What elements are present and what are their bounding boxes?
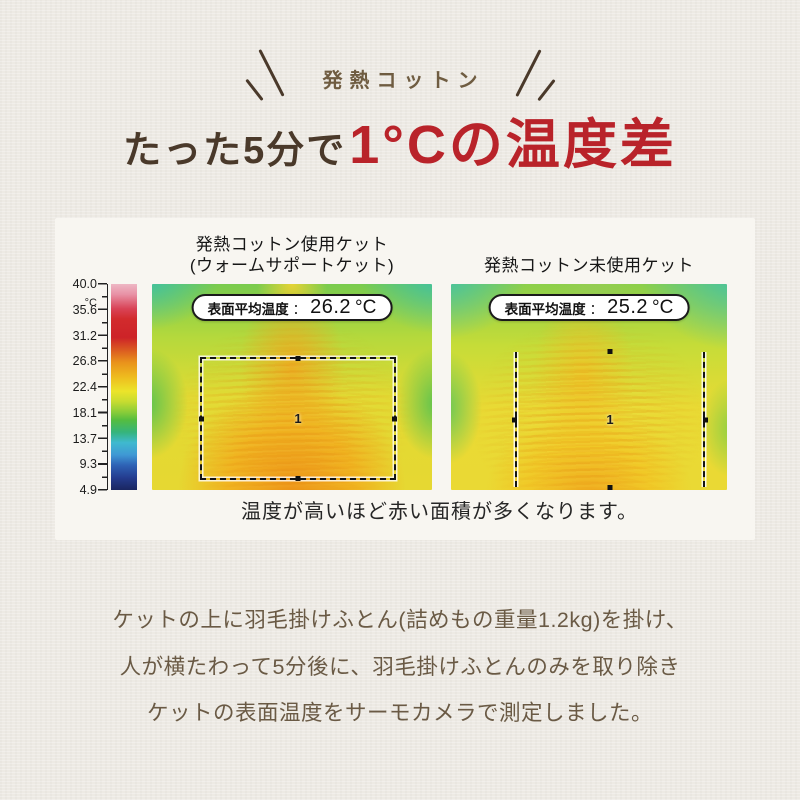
badge-label: 表面平均温度 — [207, 301, 289, 317]
badge-separator: ： — [292, 301, 307, 317]
right-column-title-line1: 発熱コットン未使用ケット — [484, 256, 694, 275]
badge-unit: °C — [652, 296, 674, 318]
badge-value: 25.2 — [607, 296, 649, 318]
roi-handle-dot — [199, 416, 204, 421]
eyebrow-label: 発熱コットン — [322, 70, 485, 92]
thermal-image-with-cotton: 表面平均温度 ： 26.2 °C 1 — [152, 284, 432, 490]
scale-unit-label: °C — [84, 297, 97, 309]
scale-tick-label: 9.3 — [79, 457, 97, 472]
title-normal-part: たった5分で — [123, 130, 347, 172]
right-column-title: 発熱コットン未使用ケット — [451, 230, 727, 276]
roi-handle-dot — [607, 349, 613, 354]
scale-tick-label: 22.4 — [72, 380, 97, 394]
temperature-scale-labels: 40.0 °C 35.6 31.2 26.8 22.4 18.1 13.7 9.… — [59, 277, 97, 497]
roi-handle-dot — [703, 417, 708, 422]
roi-handle-dot — [392, 416, 397, 421]
scale-tick-label: 4.9 — [79, 483, 97, 497]
page-title: たった5分で 1°Cの温度差 — [0, 100, 800, 179]
roi-handle-dot — [295, 356, 301, 361]
roi-number-label: 1 — [294, 410, 302, 426]
scale-tick-label: 18.1 — [72, 405, 97, 420]
title-accent-part: 1°Cの温度差 — [349, 115, 677, 175]
scale-tick-label: 40.0 — [72, 277, 97, 291]
temperature-scale-ticks — [98, 283, 108, 492]
roi-number-label: 1 — [606, 411, 614, 427]
note-line: ケットの上に羽毛掛けふとん(詰めもの重量1.2kg)を掛け、 — [112, 608, 688, 632]
roi-handle-dot — [512, 417, 517, 422]
left-column-title-line1: 発熱コットン使用ケット — [195, 235, 389, 254]
measurement-note: ケットの上に羽毛掛けふとん(詰めもの重量1.2kg)を掛け、 人が横たわって5分… — [0, 597, 800, 737]
roi-handle-dot — [607, 485, 613, 490]
thermal-image-without-cotton: 表面平均温度 ： 25.2 °C 1 — [451, 284, 727, 490]
note-line: 人が横たわって5分後に、羽毛掛けふとんのみを取り除き — [119, 654, 681, 679]
left-column-title-line2: (ウォームサポートケット) — [189, 256, 395, 275]
temperature-colorbar — [111, 284, 137, 490]
panel-caption: 温度が高いほど赤い面積が多くなります。 — [241, 501, 638, 523]
scale-tick-label: 35.6 — [72, 302, 97, 317]
measurement-roi-right: 1 — [512, 349, 708, 490]
comparison-panel: 発熱コットン使用ケット (ウォームサポートケット) 発熱コットン未使用ケット 4… — [55, 218, 755, 540]
avg-temp-badge-right: 表面平均温度 ： 25.2 °C — [488, 294, 690, 321]
badge-value: 26.2 — [310, 296, 352, 318]
roi-handle-dot — [295, 476, 301, 481]
scale-tick-label: 26.8 — [72, 354, 97, 369]
badge-label: 表面平均温度 — [504, 301, 586, 317]
scale-tick-label: 13.7 — [72, 431, 97, 446]
note-line: ケットの表面温度をサーモカメラで測定しました。 — [146, 701, 653, 725]
measurement-roi-left: 1 — [199, 356, 397, 481]
left-column-title: 発熱コットン使用ケット (ウォームサポートケット) — [152, 230, 432, 276]
scale-tick-label: 31.2 — [72, 328, 97, 343]
avg-temp-badge-left: 表面平均温度 ： 26.2 °C — [191, 294, 393, 321]
badge-separator: ： — [589, 301, 604, 317]
minor-tick-marks — [102, 296, 107, 492]
badge-unit: °C — [355, 296, 377, 318]
